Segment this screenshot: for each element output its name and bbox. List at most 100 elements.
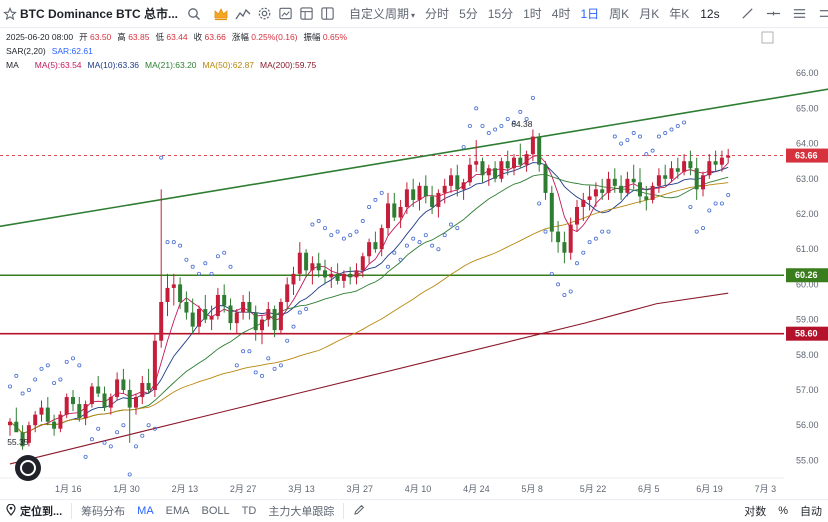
sar-dot (203, 261, 208, 266)
candle-body (518, 157, 523, 165)
price-tick-label: 61.00 (796, 244, 819, 254)
sar-dot (650, 148, 655, 153)
candle-body (354, 270, 359, 278)
candle-body (285, 284, 290, 302)
price-tick-label: 62.00 (796, 209, 819, 219)
indicator-main-force[interactable]: 主力大单跟踪 (268, 506, 335, 518)
candle-body (310, 263, 315, 271)
candle-body (20, 432, 25, 447)
sar-dot (209, 271, 214, 276)
sar-dot (272, 366, 277, 371)
more-icon[interactable] (818, 3, 828, 25)
symbol-title[interactable]: BTC Dominance BTC 总市... (20, 7, 179, 21)
settings-icon[interactable] (257, 3, 272, 25)
sar-dot (713, 201, 718, 206)
sar-dot (675, 124, 680, 129)
candle-body (367, 242, 372, 257)
price-tick-label: 58.00 (796, 350, 819, 360)
candle-body (417, 185, 422, 200)
timeframe-1d[interactable]: 1日 (580, 7, 600, 21)
sar-dot (102, 440, 107, 445)
sar-dot (404, 243, 409, 248)
timeframe-1y[interactable]: 年K (669, 7, 690, 21)
timeframe-1m[interactable]: 月K (639, 7, 660, 21)
search-icon[interactable] (187, 3, 201, 25)
replay-speed[interactable]: 12s (700, 6, 720, 21)
sar-dot (549, 271, 554, 276)
indicator-ma[interactable]: MA (137, 505, 154, 517)
star-icon[interactable] (3, 3, 17, 25)
indicator-ema[interactable]: EMA (165, 505, 190, 517)
indicators-icon[interactable] (235, 3, 251, 25)
percent-scale-toggle[interactable]: % (778, 505, 788, 517)
candle-body (430, 196, 435, 207)
sar-dot (467, 124, 472, 129)
edit-icon[interactable] (347, 504, 371, 519)
sar-dot (190, 264, 195, 269)
candle-body (140, 382, 145, 398)
collapse-panel-icon[interactable] (761, 31, 774, 44)
candle-body (348, 273, 353, 278)
sar-dot (537, 201, 542, 206)
sar-dot (448, 222, 453, 227)
template-icon[interactable] (299, 3, 314, 25)
menu-lines-icon[interactable] (792, 3, 807, 25)
ma-label[interactable]: MA (6, 60, 19, 70)
price-tick-label: 64.00 (796, 139, 819, 149)
locate-to-button[interactable]: 定位到... (0, 503, 68, 519)
layout-icon[interactable] (320, 3, 335, 25)
candle-body (272, 309, 277, 331)
crown-icon[interactable] (213, 3, 229, 25)
change-label: 涨幅 (231, 32, 249, 42)
candle-body (297, 252, 302, 274)
candle-body (190, 312, 195, 327)
timeframe-15min[interactable]: 15分 (487, 7, 514, 21)
sar-dot (379, 190, 384, 195)
candle-body (549, 192, 554, 232)
sar-dot (505, 116, 510, 121)
indicator-boll[interactable]: BOLL (201, 505, 230, 517)
sar-dot (171, 240, 176, 245)
candle-body (52, 421, 57, 429)
auto-scale-toggle[interactable]: 自动 (800, 506, 822, 518)
sar-dot (499, 124, 504, 129)
indicator-chip-distribution[interactable]: 筹码分布 (81, 506, 126, 518)
draw-line-icon[interactable] (740, 3, 755, 25)
horizontal-line-icon[interactable] (766, 3, 781, 25)
legend-high: 高 63.85 (117, 30, 149, 44)
sar-dot (33, 377, 38, 382)
sar-dot (115, 430, 120, 435)
candle-body (83, 404, 88, 419)
candle-body (89, 386, 94, 405)
price-line-tag (786, 326, 828, 341)
screenshot-icon[interactable] (278, 3, 293, 25)
timeframe-1min[interactable]: 分时 (425, 7, 450, 21)
timeframe-1w[interactable]: 周K (609, 7, 630, 21)
sar-dot (322, 226, 327, 231)
sar-dot (719, 201, 724, 206)
chart-area[interactable]: 55.00 56.00 57.00 58.00 59.00 60.00 61.00 62.00… (0, 28, 828, 498)
custom-period-dropdown[interactable]: 自定义周期 ▾ (344, 5, 420, 22)
candle-body (499, 161, 504, 179)
price-chart[interactable]: 55.00 56.00 57.00 58.00 59.00 60.00 61.00 62.00… (0, 28, 828, 498)
candle-body (115, 379, 120, 398)
current-price-label: 63.66 (795, 151, 818, 161)
sar-label[interactable]: SAR(2,20) (6, 46, 46, 56)
candle-body (719, 157, 724, 165)
sar-dot (108, 444, 113, 449)
timeframe-1h[interactable]: 1时 (523, 7, 542, 21)
timeframe-4h[interactable]: 4时 (551, 7, 571, 21)
candle-body (184, 302, 189, 313)
timeframe-5min[interactable]: 5分 (459, 7, 478, 21)
candle-body (593, 189, 598, 197)
locate-to-label: 定位到... (20, 506, 63, 518)
brand-logo-icon (15, 455, 41, 481)
indicator-td[interactable]: TD (241, 505, 257, 517)
candle-body (379, 228, 384, 250)
candle-body (606, 178, 611, 193)
log-scale-toggle[interactable]: 对数 (744, 506, 767, 518)
sar-dot (159, 155, 164, 160)
sar-dot (707, 208, 712, 213)
candle-body (386, 203, 390, 229)
time-tick-label: 2月 13 (172, 484, 199, 494)
